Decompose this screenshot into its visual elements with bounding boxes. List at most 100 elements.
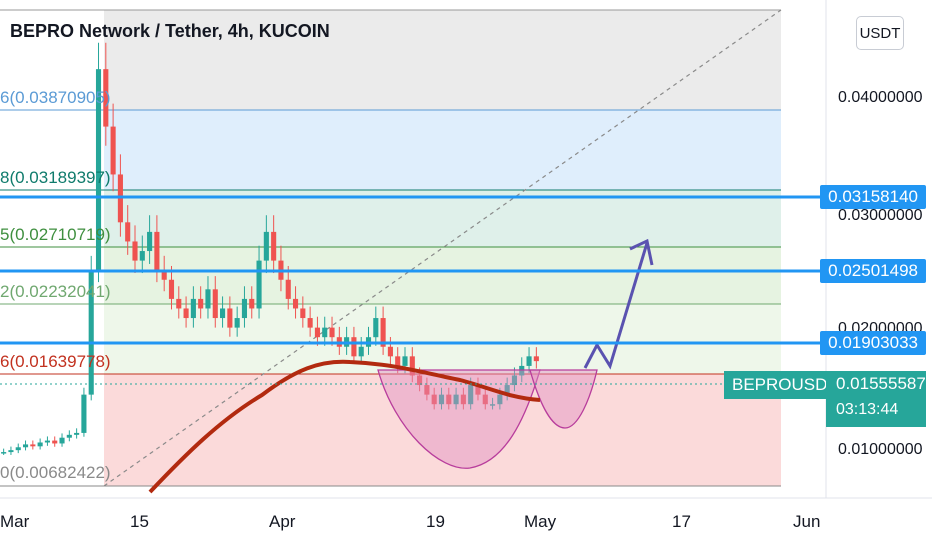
candle-body [176,298,182,309]
candle-body [519,365,525,376]
fib-band-top [104,10,781,110]
candle-body [329,327,335,338]
candle-body [220,308,226,319]
candle-body [402,356,408,366]
candle-body [453,394,459,405]
candle-body [249,298,255,309]
candle-body [460,394,466,405]
candle-body [490,404,496,406]
candle-body [526,356,532,366]
candle-body [482,394,488,405]
last-price-value: 0.01555587 [836,374,926,393]
candle-body [154,231,160,271]
y-tick-2: 0.03000000 [838,207,923,224]
candle-body [88,270,94,395]
candle-body [95,69,102,271]
candle-body [373,318,379,338]
candle-body [241,298,248,319]
candle-body [81,394,87,433]
candle-body [431,394,437,405]
y-tick-4: 0.01000000 [838,441,923,458]
candle-body [44,440,50,443]
fib-label-0786: 6(0.03870905) [0,88,111,107]
candle-body [183,308,189,319]
trend-line[interactable] [103,9,782,487]
candle-body [511,375,518,386]
moving-average-line [148,359,541,494]
candle-body [103,69,109,127]
candle-body [475,385,481,395]
candle-body [417,375,423,386]
candle-body [37,442,43,447]
candle-body [132,241,138,261]
candle-body [8,450,14,453]
candle-body [292,298,299,309]
projection-arrow[interactable] [583,242,649,370]
candle-body [504,385,510,395]
candle-body [307,318,313,328]
candle-body [15,447,21,451]
candle-body [424,385,430,395]
candle-body [168,279,175,299]
x-tick-may: May [524,512,557,531]
candle-body [387,346,393,357]
x-tick-jun: Jun [793,512,821,531]
fib-band-0618 [104,190,781,247]
x-tick-mar: Mar [0,512,30,531]
fib-band-0382 [104,304,781,374]
x-tick-19: 19 [426,512,445,531]
candle-body [358,346,364,357]
candle-body [256,260,262,309]
candle-body [271,231,277,261]
candle-body [234,318,240,328]
candle-body [66,434,72,438]
candle-body [409,356,415,376]
currency-button[interactable]: USDT [856,16,904,50]
candle-body [300,308,306,319]
price-label-1[interactable]: 0.03158140 [820,185,926,209]
candle-body [351,337,357,357]
candle-body [30,444,36,447]
fib-label-0236: 6(0.01639778) [0,352,111,371]
candle-body [125,222,131,242]
candle-body [74,432,80,435]
candle-body [438,394,445,405]
candle-body [59,437,65,444]
candle-body [322,327,328,338]
candle-body [139,251,145,261]
fib-label-0: 0(0.00682422) [0,463,111,482]
price-label-3[interactable]: 0.01903033 [820,331,926,355]
candle-body [285,279,291,299]
cup-shape[interactable] [377,369,541,469]
candle-body [52,440,58,444]
x-tick-17: 17 [672,512,691,531]
candle-body [395,356,401,366]
candle-body [190,298,196,319]
candle-body [446,394,452,405]
candle-body [497,394,503,405]
candle-body [533,356,539,362]
candle-body [205,289,211,309]
arrow-head [629,238,654,266]
fib-band-0786 [104,110,781,190]
last-price-box: 0.01555587 03:13:44 [826,371,926,427]
price-label-2[interactable]: 0.02501498 [820,259,926,283]
fib-label-0382: 2(0.02232041) [0,282,111,301]
candle-body [314,327,320,338]
candle-body [161,270,167,280]
fib-label-05: 5(0.02710719) [0,225,111,244]
x-tick-15: 15 [130,512,149,531]
candle-body [147,231,153,252]
candle-body [263,231,269,261]
candle-body [110,126,116,175]
x-tick-apr: Apr [269,512,296,531]
candle-body [1,452,7,454]
candle-body [198,298,204,309]
candle-body [380,318,386,347]
candle-body [22,444,29,448]
symbol-tag: BEPROUSDT [724,371,846,399]
fib-label-0618: 8(0.03189397) [0,168,111,187]
fib-band-0236 [104,374,781,486]
